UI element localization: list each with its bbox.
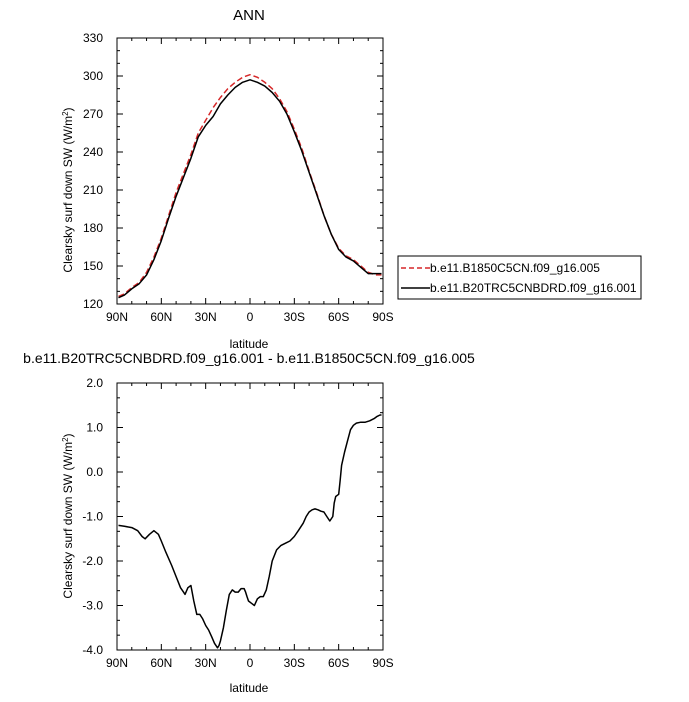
top-x-tick-label: 60S	[328, 310, 349, 324]
legend: b.e11.B1850C5CN.f09_g16.005 b.e11.B20TRC…	[397, 255, 642, 300]
top-x-tick-label: 90S	[372, 310, 393, 324]
top-y-axis-label: Clearsky surf down SW (W/m2)	[61, 107, 76, 272]
bottom-y-axis-label: Clearsky surf down SW (W/m2)	[61, 433, 76, 598]
bottom-x-tick-label: 90S	[372, 656, 393, 670]
bottom-x-tick-label: 60N	[150, 656, 172, 670]
top-y-tick-label: 210	[83, 183, 103, 197]
bottom-y-tick-label: -3.0	[82, 599, 103, 613]
bottom-x-tick-label: 0	[247, 656, 254, 670]
top-x-tick-label: 0	[247, 310, 254, 324]
bottom-panel: b.e11.B20TRC5CNBDRD.f09_g16.001 - b.e11.…	[23, 350, 475, 695]
bottom-y-tick-label: 2.0	[86, 376, 103, 390]
legend-label-series-2: b.e11.B20TRC5CNBDRD.f09_g16.001	[430, 281, 637, 295]
top-series-line-2	[118, 79, 382, 299]
top-x-axis-label: latitude	[230, 337, 269, 351]
bottom-series-line-1	[118, 414, 382, 649]
bottom-x-tick-label: 60S	[328, 656, 349, 670]
bottom-x-axis-label: latitude	[230, 681, 269, 695]
top-x-tick-label: 30N	[195, 310, 217, 324]
top-x-tick-label: 90N	[106, 310, 128, 324]
bottom-y-tick-label: 0.0	[86, 465, 103, 479]
legend-box	[397, 255, 642, 300]
bottom-plot-area: 90N 60N 30N 0 30S 60S 90S 2.0 1.0 0.0 -1.0 -2.0 -3.0…	[82, 376, 393, 670]
bottom-chart-title: b.e11.B20TRC5CNBDRD.f09_g16.001 - b.e11.…	[23, 350, 475, 366]
top-y-tick-label: 180	[83, 221, 103, 235]
bottom-y-tick-label: 1.0	[86, 421, 103, 435]
top-plot-frame	[116, 37, 384, 305]
legend-label-series-1: b.e11.B1850C5CN.f09_g16.005	[430, 261, 600, 275]
top-plot-area: 90N 60N 30N 0 30S 60S 90S 120 150 180 210 240 270 300…	[83, 31, 394, 324]
top-y-tick-label: 300	[83, 69, 103, 83]
bottom-y-tick-label: -1.0	[82, 510, 103, 524]
bottom-y-tick-label: -2.0	[82, 554, 103, 568]
bottom-plot-frame	[116, 382, 384, 651]
top-y-tick-label: 240	[83, 145, 103, 159]
top-chart-title: ANN	[233, 7, 265, 24]
bottom-x-tick-label: 30N	[195, 656, 217, 670]
bottom-x-tick-label: 30S	[284, 656, 305, 670]
top-y-tick-label: 120	[83, 297, 103, 311]
top-y-tick-label: 330	[83, 31, 103, 45]
top-x-tick-label: 60N	[150, 310, 172, 324]
bottom-x-tick-label: 90N	[106, 656, 128, 670]
top-series-line-1	[118, 73, 382, 298]
bottom-y-tick-label: -4.0	[82, 643, 103, 657]
top-x-tick-label: 30S	[284, 310, 305, 324]
top-y-tick-label: 150	[83, 259, 103, 273]
top-panel: ANN 90N 60N 30N 0 30S 60S 90S 120 150 180 210 240 27…	[61, 7, 642, 351]
top-y-tick-label: 270	[83, 107, 103, 121]
